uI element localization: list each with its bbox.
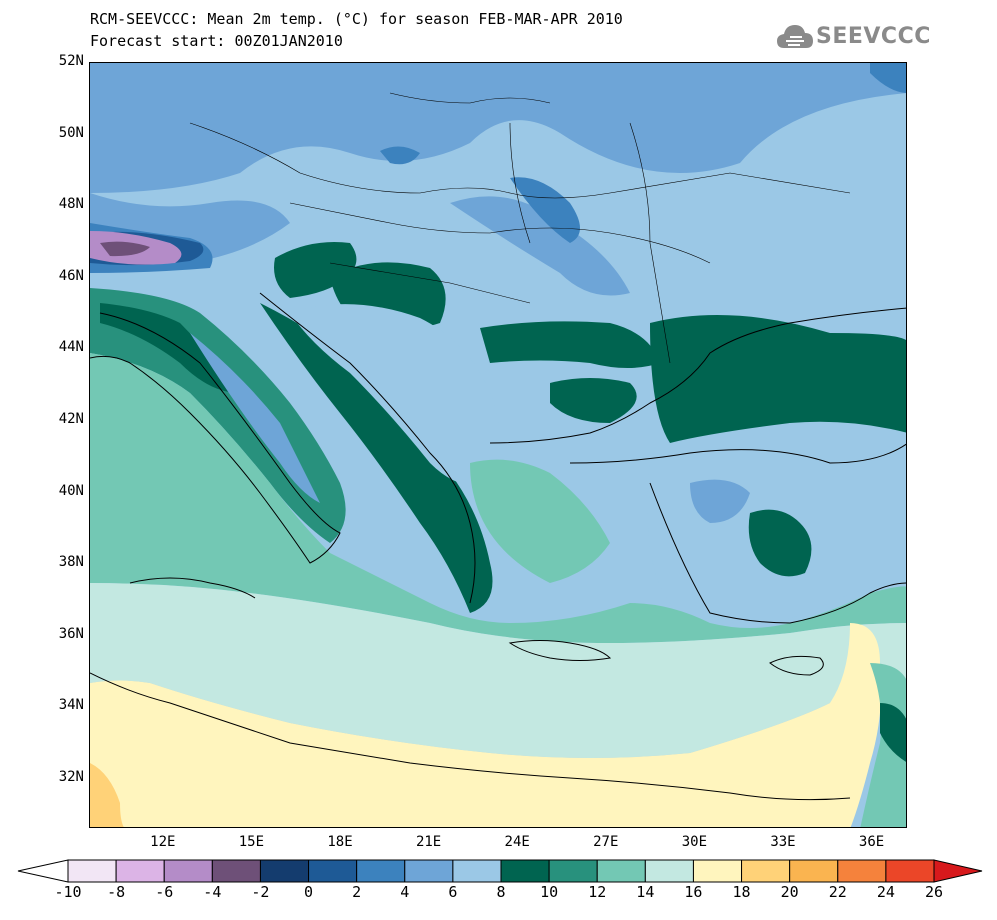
lon-label: 36E	[858, 834, 885, 850]
lon-label: 27E	[593, 834, 619, 850]
seevccc-logo: SEEVCCC	[776, 22, 930, 58]
colorbar-label: 8	[496, 883, 506, 901]
lat-label: 34N	[58, 697, 84, 714]
colorbar-swatch	[404, 859, 454, 883]
colorbar-swatch	[500, 859, 550, 883]
colorbar-label: 18	[732, 883, 751, 901]
lon-label: 33E	[770, 834, 796, 850]
colorbar-swatch	[308, 859, 358, 883]
colorbar-label: 26	[924, 883, 944, 901]
lat-label: 42N	[58, 410, 84, 427]
colorbar-swatch	[789, 859, 839, 883]
lon-label: 15E	[238, 834, 265, 850]
lat-label: 40N	[58, 482, 84, 499]
lat-label: 46N	[58, 267, 84, 284]
colorbar-label: 10	[540, 883, 559, 901]
lon-label: 21E	[415, 834, 442, 850]
colorbar-label: 16	[684, 883, 703, 901]
map-title: RCM-SEEVCCC: Mean 2m temp. (°C) for seas…	[90, 8, 623, 52]
cloud-icon	[777, 25, 813, 48]
lat-label: 48N	[58, 196, 84, 213]
lat-label: 44N	[58, 339, 84, 356]
lat-label: 52N	[58, 53, 84, 69]
colorbar-swatch	[885, 859, 935, 883]
colorbar-swatch	[211, 859, 261, 883]
colorbar-swatch	[837, 859, 887, 883]
colorbar-swatch	[356, 859, 406, 883]
colorbar-swatch	[115, 859, 165, 883]
colorbar-label: 0	[304, 883, 314, 901]
lon-label: 18E	[327, 834, 353, 850]
colorbar-label: 12	[588, 883, 607, 901]
colorbar-swatch	[692, 859, 743, 883]
colorbar-swatch	[452, 859, 502, 883]
colorbar-label: -6	[155, 883, 174, 901]
lon-label: 30E	[681, 834, 708, 850]
colorbar-swatch	[163, 859, 213, 883]
lon-label: 12E	[150, 834, 176, 850]
temperature-map	[90, 63, 906, 827]
lat-label: 50N	[58, 124, 84, 141]
title-line-main: RCM-SEEVCCC: Mean 2m temp. (°C) for seas…	[90, 10, 623, 28]
colorbar-label: -4	[203, 883, 222, 901]
lon-label: 24E	[504, 834, 530, 850]
colorbar-label: -2	[251, 883, 270, 901]
lat-label: 38N	[58, 554, 84, 571]
colorbar	[17, 859, 983, 883]
logo-text: SEEVCCC	[816, 24, 931, 49]
colorbar-label: 20	[780, 883, 799, 901]
colorbar-label: 24	[876, 883, 895, 901]
colorbar-swatch	[67, 859, 117, 883]
colorbar-label: 2	[352, 883, 362, 901]
colorbar-label: -10	[54, 883, 82, 901]
colorbar-swatch	[596, 859, 646, 883]
colorbar-label: 6	[448, 883, 458, 901]
colorbar-over-arrow	[933, 859, 983, 883]
colorbar-swatch	[644, 859, 694, 883]
title-line-forecast: Forecast start: 00Z01JAN2010	[90, 32, 343, 50]
colorbar-swatch	[741, 859, 791, 883]
colorbar-label: 4	[400, 883, 410, 901]
map-plot-area	[89, 62, 907, 828]
colorbar-swatch	[259, 859, 310, 883]
colorbar-label: 22	[828, 883, 847, 901]
colorbar-label: 14	[636, 883, 655, 901]
colorbar-under-arrow	[17, 859, 69, 883]
lat-label: 36N	[58, 625, 84, 642]
colorbar-label: -8	[107, 883, 126, 901]
colorbar-swatch	[548, 859, 598, 883]
lat-label: 32N	[58, 768, 84, 785]
